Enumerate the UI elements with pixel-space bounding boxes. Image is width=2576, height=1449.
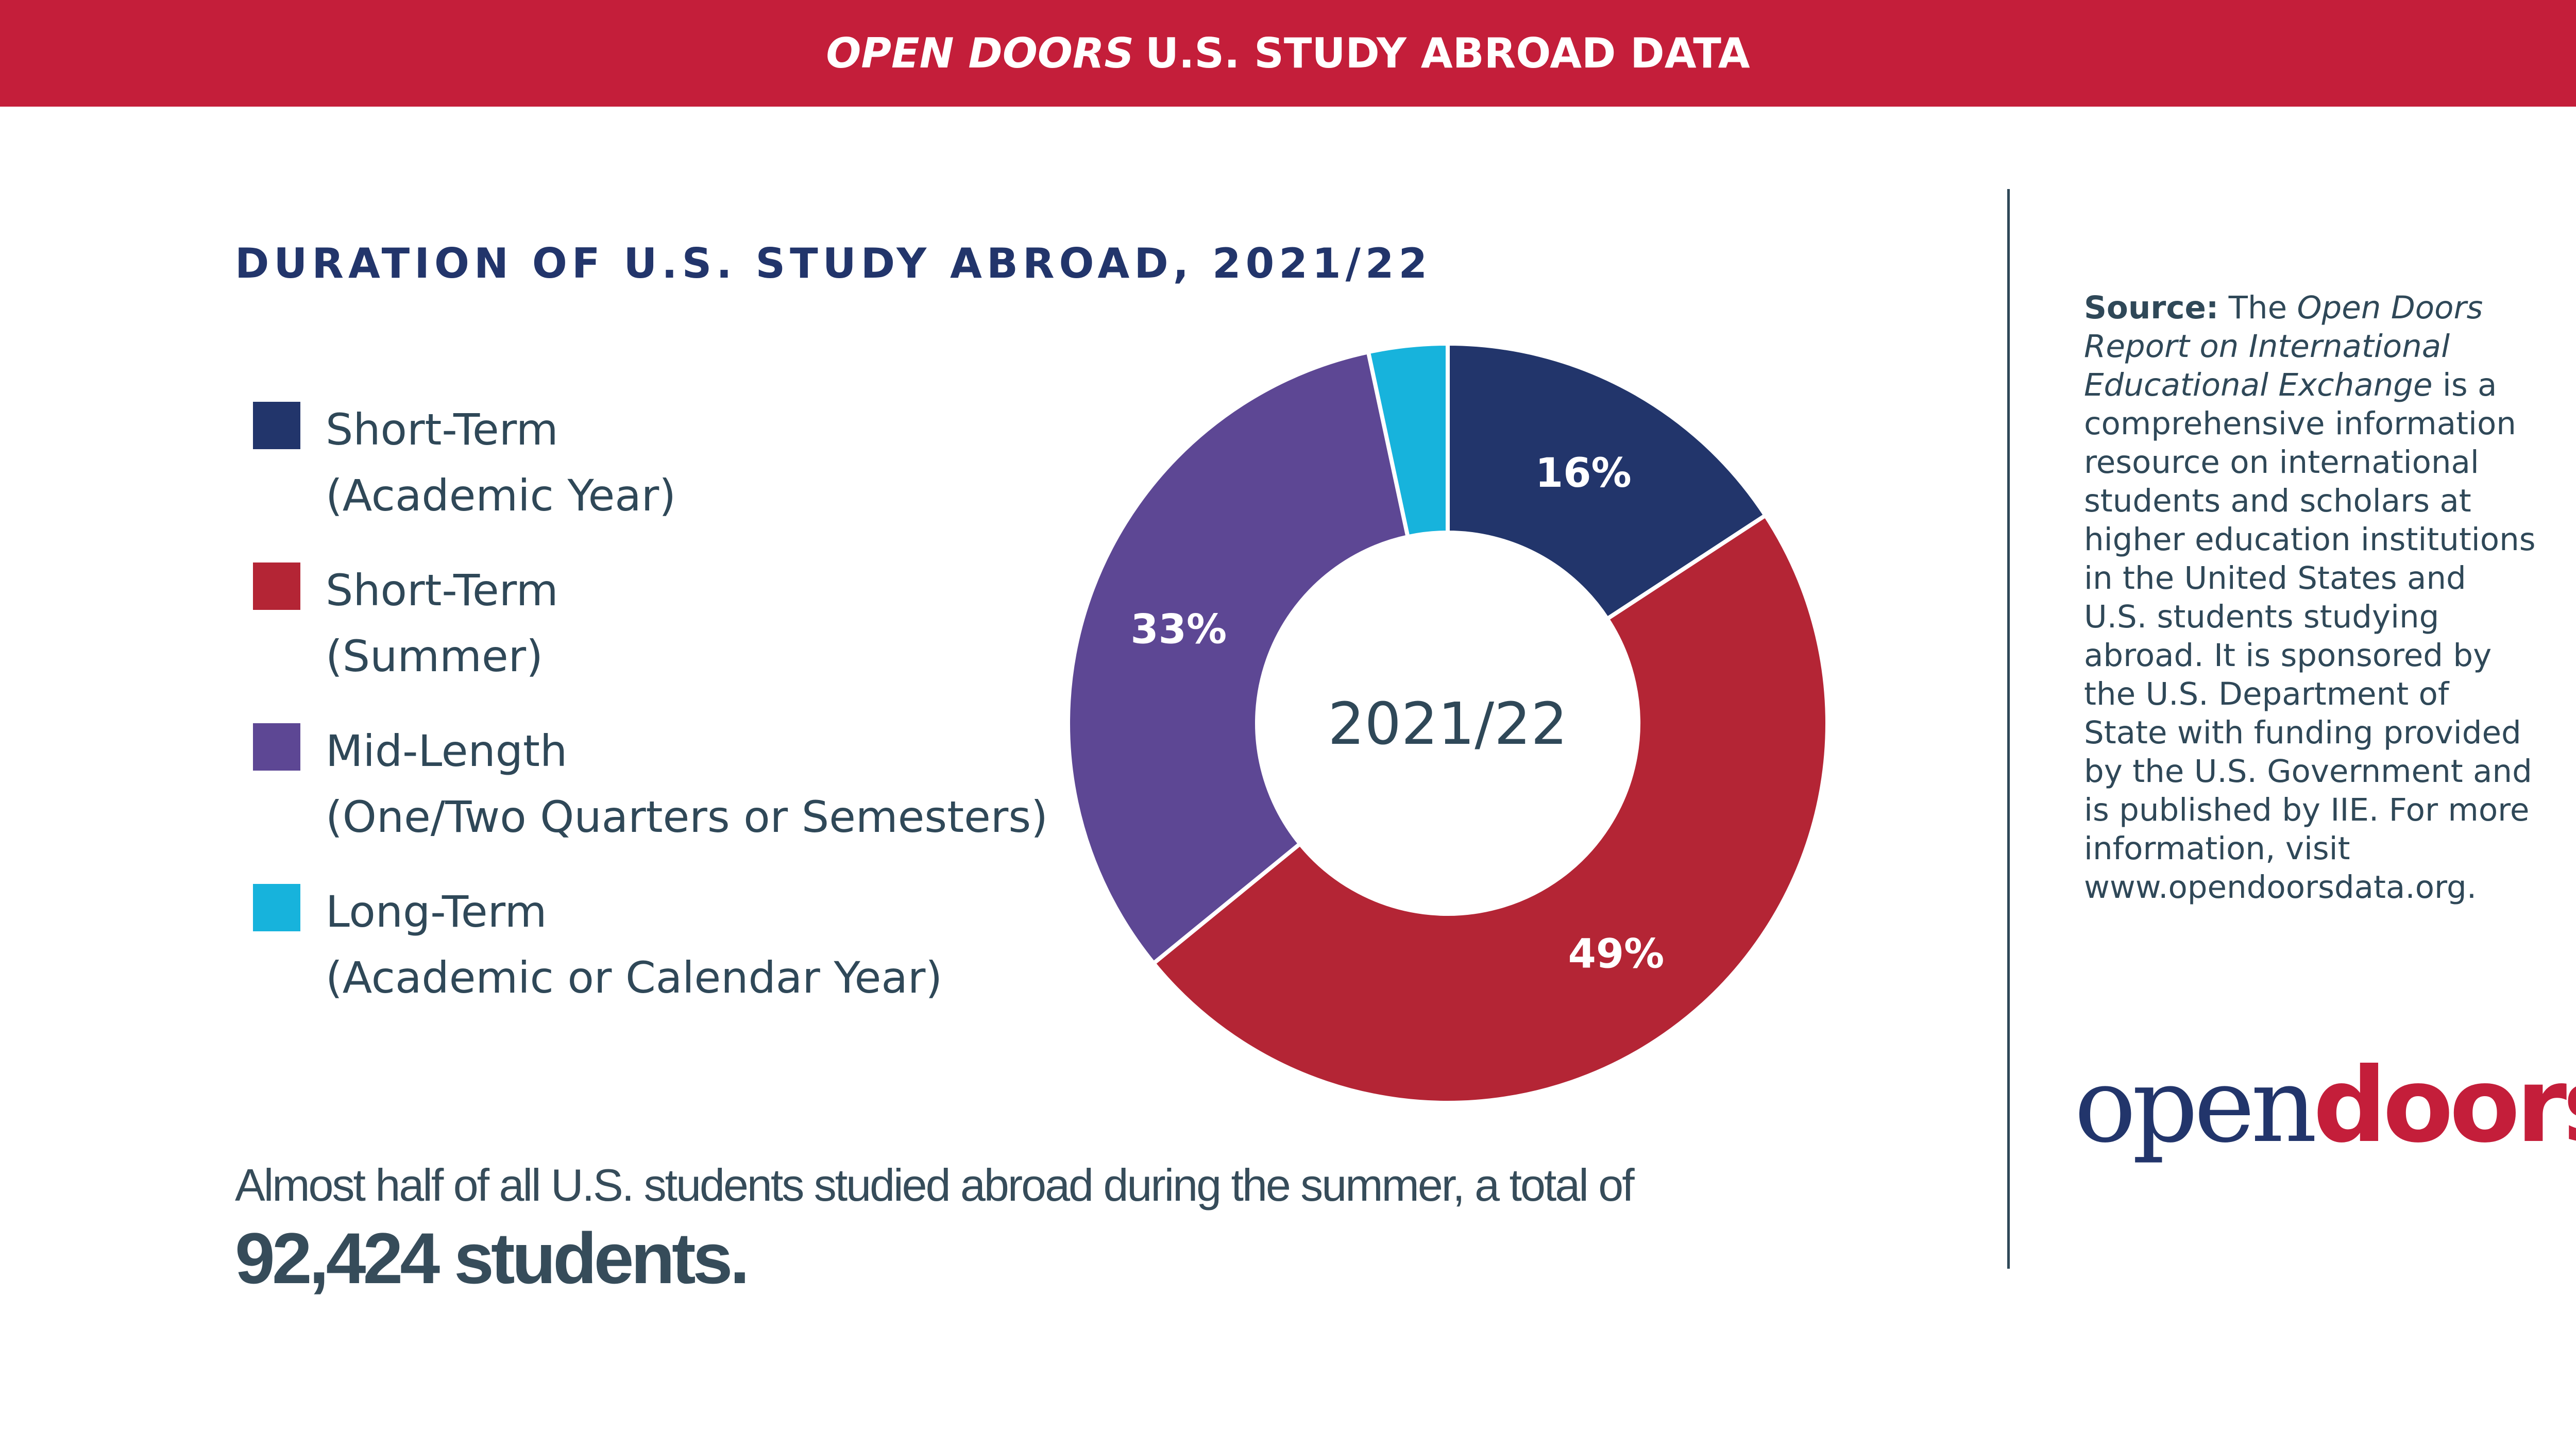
legend-sublabel: (Summer) [326, 631, 543, 681]
source-label: Source: [2084, 289, 2219, 326]
legend-label: Short-Term [326, 565, 558, 616]
header-title: U.S. STUDY ABROAD DATA [1145, 29, 1750, 77]
legend-sublabel: (Academic or Calendar Year) [326, 952, 943, 1003]
source-note: Source: The Open Doors Report on Interna… [2084, 288, 2537, 907]
donut-slice [1366, 341, 1450, 539]
legend-swatch [253, 562, 300, 610]
center-label: 2021/22 [1328, 691, 1567, 758]
header-title-italic: OPEN DOORS [826, 29, 1134, 77]
source-report-title: Open Doors Report on International Educa… [2084, 289, 2483, 403]
legend-label: Mid-Length [326, 726, 568, 776]
slice-label: 33% [1130, 607, 1227, 653]
summary-text: Almost half of all U.S. students studied… [235, 1160, 1635, 1211]
source-text: The [2218, 289, 2297, 326]
divider [2007, 189, 2010, 1269]
summary-highlight: 92,424 students. [235, 1218, 750, 1299]
chart-title: DURATION OF U.S. STUDY ABROAD, 2021/22 [235, 240, 1432, 287]
donut-slice [1446, 341, 1769, 622]
legend-swatch [253, 884, 300, 931]
donut-slice [1150, 512, 1829, 1105]
legend-swatch [253, 723, 300, 771]
slice-label: 49% [1568, 931, 1665, 978]
legend-label: Long-Term [326, 887, 547, 937]
slice-label: 16% [1535, 450, 1632, 497]
opendoors-logo: opendoors® [2074, 1046, 2576, 1166]
summary: Almost half of all U.S. students studied… [235, 1159, 1635, 1300]
legend-sublabel: (Academic Year) [326, 470, 676, 521]
legend-label: Short-Term [326, 404, 558, 455]
legend-sublabel: (One/Two Quarters or Semesters) [326, 792, 1048, 842]
legend-swatch [253, 402, 300, 449]
donut-slice [1066, 349, 1411, 966]
header-bar: OPEN DOORS U.S. STUDY ABROAD DATA [0, 0, 2576, 107]
source-text: is a comprehensive information resource … [2084, 367, 2536, 906]
donut-chart: 16% 49% 33% 2021/22 [1066, 341, 1829, 1105]
